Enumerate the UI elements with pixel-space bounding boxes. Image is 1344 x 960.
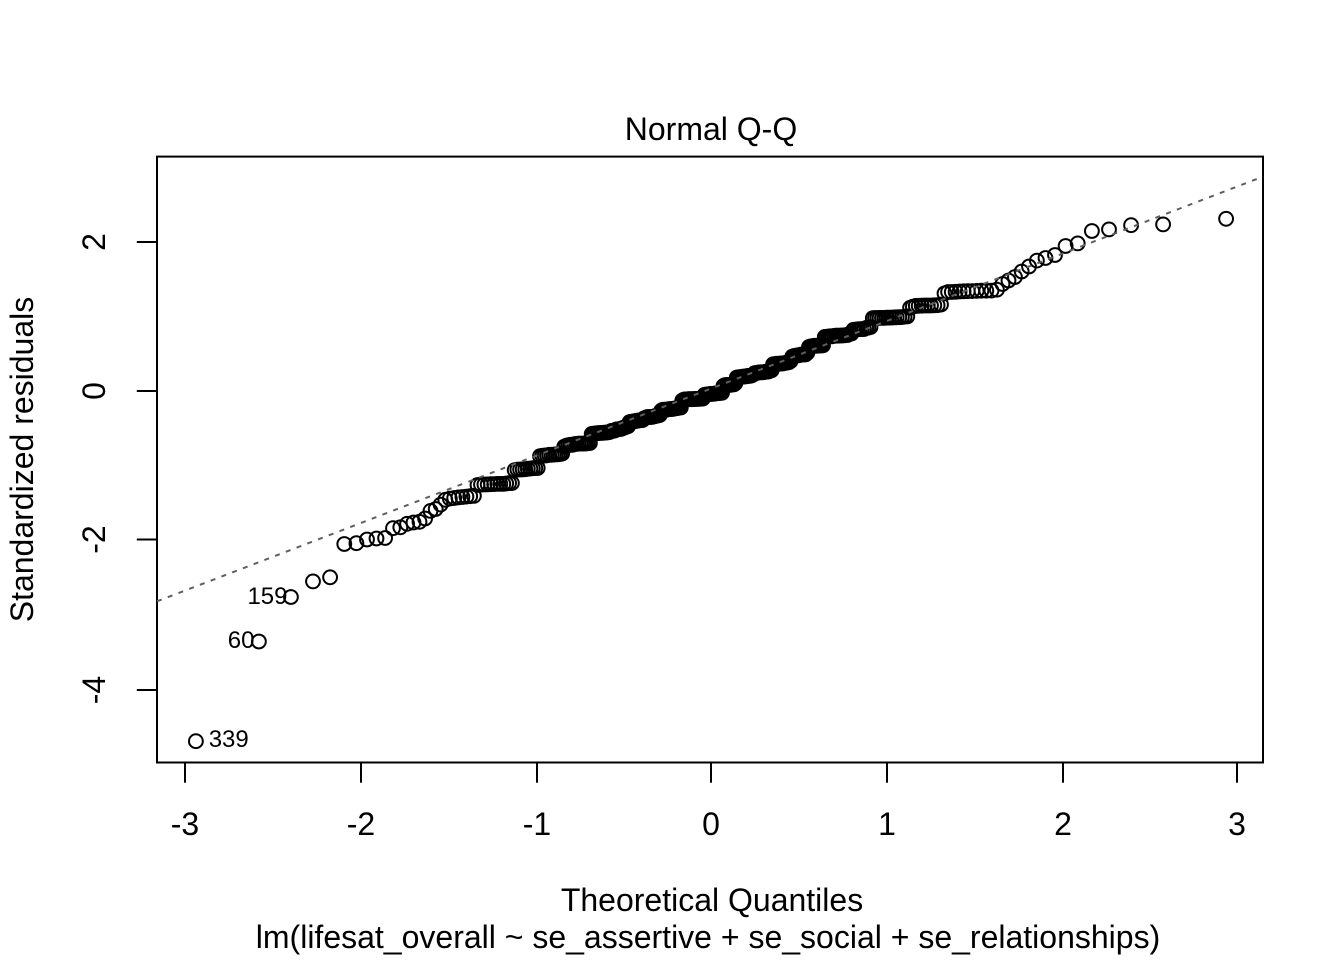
svg-text:0: 0 <box>702 806 720 842</box>
svg-text:-2: -2 <box>76 525 112 553</box>
svg-text:159: 159 <box>247 583 287 610</box>
svg-text:339: 339 <box>209 726 249 753</box>
svg-text:-3: -3 <box>171 806 199 842</box>
svg-text:1: 1 <box>878 806 896 842</box>
svg-text:lm(lifesat_overall ~ se_assert: lm(lifesat_overall ~ se_assertive + se_s… <box>256 919 1160 955</box>
svg-text:-4: -4 <box>76 676 112 704</box>
svg-text:-1: -1 <box>523 806 551 842</box>
svg-text:Theoretical Quantiles: Theoretical Quantiles <box>561 882 863 918</box>
svg-text:2: 2 <box>1054 806 1072 842</box>
svg-text:60: 60 <box>228 627 255 654</box>
svg-text:3: 3 <box>1228 806 1246 842</box>
svg-text:0: 0 <box>76 382 112 400</box>
svg-text:-2: -2 <box>347 806 375 842</box>
svg-text:2: 2 <box>76 233 112 251</box>
svg-text:Normal Q-Q: Normal Q-Q <box>625 111 797 147</box>
svg-text:Standardized residuals: Standardized residuals <box>4 297 40 623</box>
